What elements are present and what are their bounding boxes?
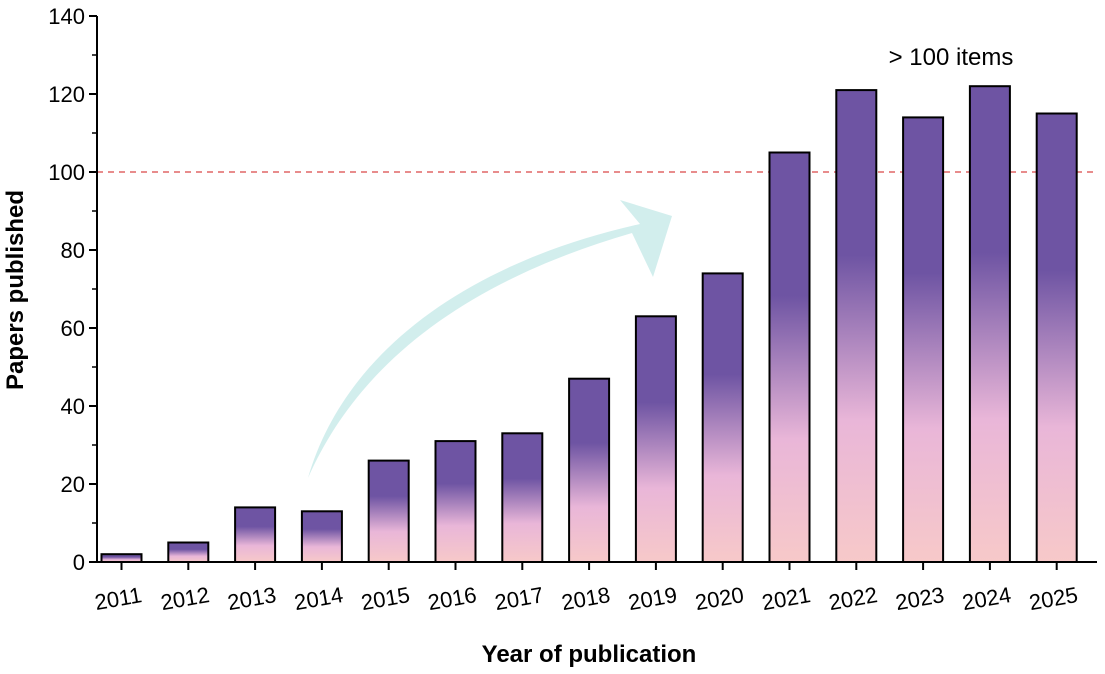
y-tick-label: 140 (48, 4, 85, 29)
x-tick-label-2016: 2016 (426, 582, 479, 615)
x-tick-label-2020: 2020 (693, 582, 746, 615)
x-tick-label-2022: 2022 (827, 582, 880, 615)
bar-2021 (768, 151, 811, 563)
x-tick-label-2025: 2025 (1027, 582, 1080, 615)
bars-group (100, 85, 1078, 564)
y-tick-label: 40 (61, 394, 85, 419)
x-axis-title: Year of publication (482, 641, 697, 668)
bar-2014 (300, 510, 343, 563)
bar-2017 (501, 432, 544, 563)
x-tick-label-2023: 2023 (894, 582, 947, 615)
growth-arrow (308, 200, 672, 478)
bar-2015 (367, 459, 410, 564)
bar-2025 (1035, 112, 1078, 563)
bar-2011 (100, 553, 143, 564)
bar-2020 (701, 272, 744, 563)
x-tick-label-2024: 2024 (960, 582, 1013, 615)
bar-2019 (634, 315, 677, 563)
y-tick-label: 0 (73, 550, 85, 575)
x-tick-label-2015: 2015 (359, 582, 412, 615)
x-tick-label-2013: 2013 (226, 582, 279, 615)
y-tick-label: 120 (48, 82, 85, 107)
x-tick-label-2017: 2017 (493, 582, 546, 615)
x-tick-label-2012: 2012 (159, 582, 212, 615)
bar-2016 (434, 440, 477, 564)
bar-2022 (835, 89, 878, 563)
bar-2023 (902, 116, 945, 564)
bar-2012 (167, 541, 210, 563)
y-tick-label: 60 (61, 316, 85, 341)
y-ticks-group: 0 20 40 60 80 100 120 140 (48, 4, 97, 575)
bar-2013 (234, 506, 277, 563)
bar-2024 (968, 85, 1011, 563)
y-tick-label: 100 (48, 160, 85, 185)
y-axis-title: Papers published (2, 190, 29, 390)
x-tick-label-2021: 2021 (760, 582, 813, 615)
annotation-label: > 100 items (889, 44, 1014, 71)
x-tick-label-2011: 2011 (93, 582, 144, 615)
bar-2018 (568, 377, 611, 564)
y-tick-label: 20 (61, 472, 85, 497)
x-tick-label-2018: 2018 (560, 582, 613, 615)
x-tick-label-2014: 2014 (292, 582, 345, 615)
x-ticks-group: 2011 2012 2013 2014 2015 2016 2017 2018 2019 2020… (93, 562, 1080, 615)
x-tick-label-2019: 2019 (626, 582, 679, 615)
y-tick-label: 80 (61, 238, 85, 263)
